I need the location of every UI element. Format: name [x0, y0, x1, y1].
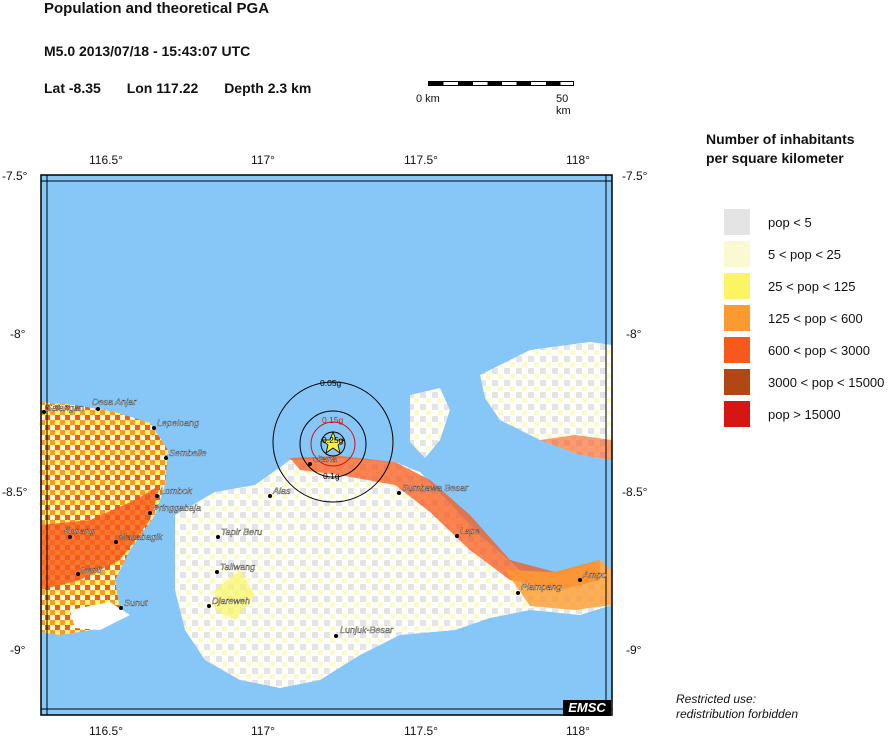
- place-desa-anjar: Desa Anjar: [92, 397, 137, 407]
- legend-row: 25 < pop < 125: [706, 270, 891, 302]
- place-masabagik: Masabagik: [119, 532, 163, 542]
- usage-note: Restricted use: redistribution forbidden: [676, 692, 798, 722]
- scale-bar: 0 km 50 km: [416, 81, 574, 117]
- place-lepeloang: Lepeloang: [157, 418, 199, 428]
- legend-label: pop < 5: [768, 214, 812, 230]
- legend-title-line1: Number of inhabitants: [706, 131, 855, 147]
- lon-tick-bottom-117-5: 117.5°: [404, 724, 438, 738]
- place-markers: [42, 407, 582, 638]
- legend-label: 25 < pop < 125: [768, 278, 856, 294]
- lon-tick-bottom-116-5: 116.5°: [89, 724, 123, 738]
- lat-tick-right-7-5: -7.5°: [622, 169, 648, 183]
- lombok-dense-area: [41, 485, 160, 590]
- place-utana: Utana: [313, 454, 337, 464]
- latitude-label: Lat -8.35: [44, 80, 101, 96]
- legend-row: pop > 15000: [706, 398, 891, 430]
- place-djareweh: Djareweh: [212, 596, 250, 606]
- map-title: Population and theoretical PGA: [44, 0, 270, 17]
- place-genti: Genti: [80, 565, 103, 575]
- event-location: Lat -8.35 Lon 117.22 Depth 2.3 km: [44, 80, 333, 96]
- legend-row: 600 < pop < 3000: [706, 334, 891, 366]
- legend-title-line2: per square kilometer: [706, 150, 844, 166]
- lon-tick-top-116-5: 116.5°: [89, 153, 123, 167]
- scale-bar-graphic: [428, 81, 574, 86]
- legend-row: 5 < pop < 25: [706, 238, 891, 270]
- legend-swatch: [724, 209, 750, 235]
- northeast-landmass: [480, 342, 612, 460]
- pga-contour-0.15g: [310, 421, 356, 467]
- place-tapir-beru: Tapir Beru: [221, 527, 262, 537]
- place-sunut: Sunut: [124, 598, 148, 608]
- place-alas: Alas: [272, 486, 291, 496]
- place-taliwang: Taliwang: [220, 562, 255, 572]
- sumbawa-north-coast-density: [290, 456, 600, 590]
- legend-row: 125 < pop < 600: [706, 302, 891, 334]
- lat-tick-left-7-5: -7.5°: [2, 169, 28, 183]
- legend-title: Number of inhabitants per square kilomet…: [706, 130, 891, 168]
- pga-label-0.25g: 0.25g: [322, 435, 344, 445]
- depth-label: Depth 2.3 km: [224, 80, 312, 96]
- legend-label: 600 < pop < 3000: [768, 342, 870, 358]
- lombok-south-peninsula: [70, 602, 130, 630]
- legend-label: pop > 15000: [768, 406, 841, 422]
- place-ampo: Ampo: [582, 570, 607, 580]
- legend-swatch: [724, 273, 750, 299]
- lon-tick-top-117: 117°: [251, 153, 275, 167]
- legend-swatch: [724, 241, 750, 267]
- scale-left-label: 0 km: [416, 93, 440, 105]
- lon-tick-bottom-118: 118°: [566, 724, 590, 738]
- legend-label: 125 < pop < 600: [768, 310, 863, 326]
- usage-note-line1: Restricted use:: [676, 692, 757, 706]
- northeast-landmass-coast: [540, 435, 612, 460]
- place-salangan: Salangan: [46, 403, 84, 413]
- event-summary: M5.0 2013/07/18 - 15:43:07 UTC: [44, 43, 251, 59]
- place-pringgabaja: Pringgabaja: [153, 503, 201, 513]
- legend-label: 3000 < pop < 15000: [768, 374, 885, 390]
- lon-tick-top-117-5: 117.5°: [404, 153, 438, 167]
- lat-tick-left-8: -8°: [10, 327, 26, 341]
- usage-note-line2: redistribution forbidden: [676, 707, 799, 721]
- legend-label: 5 < pop < 25: [768, 246, 842, 262]
- place-kopang: Kopang: [64, 526, 95, 536]
- pga-label-0.1g: 0.1g: [323, 471, 340, 481]
- legend-swatch: [724, 337, 750, 363]
- place-lunjuk-besar: Lunjuk-Besar: [340, 625, 394, 635]
- lat-tick-left-9: -9°: [10, 643, 26, 657]
- pga-contour-0.05g: [272, 381, 394, 503]
- legend-row: 3000 < pop < 15000: [706, 366, 891, 398]
- legend-swatch: [724, 401, 750, 427]
- lat-tick-right-8: -8°: [626, 327, 642, 341]
- epicenter-star-icon: [320, 430, 346, 454]
- sumbawa-east-coast: [505, 560, 612, 610]
- legend-row: pop < 5: [706, 206, 891, 238]
- lat-tick-right-9: -9°: [626, 643, 642, 657]
- lat-tick-right-8-5: -8.5°: [622, 485, 648, 499]
- population-legend: Number of inhabitants per square kilomet…: [706, 130, 891, 430]
- lat-tick-left-8-5: -8.5°: [2, 485, 28, 499]
- pga-contour-0.1g: [299, 410, 367, 478]
- pga-label-0.15g: 0.15g: [322, 415, 344, 425]
- map-panel[interactable]: 0.05g 0.15g 0.25g 0.1g Salangan Desa Anj…: [0, 140, 660, 740]
- longitude-label: Lon 117.22: [126, 80, 199, 96]
- legend-swatch: [724, 369, 750, 395]
- moyo-island: [410, 388, 450, 458]
- legend-swatch: [724, 305, 750, 331]
- place-plampang: Plampang: [521, 582, 562, 592]
- pga-label-0.05g: 0.05g: [320, 378, 342, 388]
- place-lape: Lape: [460, 526, 480, 536]
- place-sumbawa-besar: Sumbawa Besar: [402, 483, 469, 493]
- place-sembelie: Sembelie: [169, 448, 207, 458]
- sumbawa-south-density: [215, 570, 255, 620]
- place-lombok: Lombok: [160, 486, 193, 496]
- lon-tick-bottom-117: 117°: [251, 724, 275, 738]
- lon-tick-top-118: 118°: [566, 153, 590, 167]
- emsc-logo: EMSC: [563, 700, 611, 716]
- scale-right-label: 50 km: [556, 93, 571, 117]
- legend-items: pop < 5 5 < pop < 25 25 < pop < 125 125 < p…: [706, 206, 891, 430]
- sumbawa-island: [175, 458, 612, 688]
